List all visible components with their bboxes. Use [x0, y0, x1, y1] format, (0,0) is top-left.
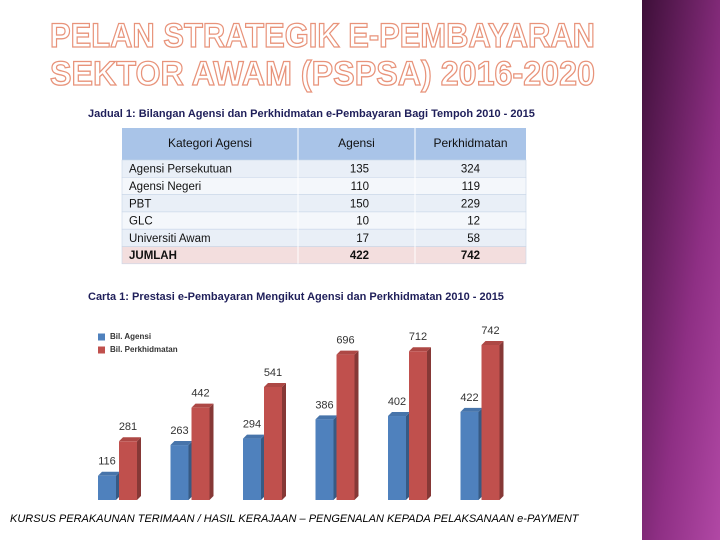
- table-cell: 229: [461, 198, 480, 210]
- table-cell: 150: [350, 198, 369, 210]
- table-cell: PBT: [129, 198, 151, 210]
- data-label: 422: [460, 392, 478, 404]
- bar: [460, 411, 479, 500]
- bar-top: [336, 350, 359, 355]
- bar: [264, 386, 282, 500]
- data-label: 712: [409, 331, 427, 343]
- bar: [336, 354, 355, 500]
- table-cell: 422: [350, 250, 369, 262]
- table-cell: Agensi Negeri: [129, 181, 201, 193]
- bar-top: [481, 341, 504, 345]
- bar-top: [315, 415, 338, 420]
- legend-label: Bil. Perkhidmatan: [110, 345, 178, 354]
- bar-top: [264, 382, 286, 387]
- data-label: 541: [264, 367, 282, 379]
- title-line: SEKTOR AWAM (PSPSA) 2016-2020: [50, 55, 595, 93]
- column-header: Kategori Agensi: [168, 136, 252, 150]
- footer: KURSUS PERAKAUNAN TERIMAAN / HASIL KERAJ…: [10, 513, 580, 525]
- bar-top: [243, 434, 265, 439]
- bar-side: [354, 350, 359, 500]
- legend-swatch: [98, 333, 105, 341]
- bar-side: [282, 382, 286, 500]
- bar-top: [170, 441, 193, 446]
- table-cell: 324: [461, 164, 481, 176]
- bar-top: [191, 403, 214, 408]
- column-header: Perkhidmatan: [433, 136, 507, 150]
- table-cell: 110: [351, 181, 369, 193]
- table-cell: 12: [467, 216, 480, 228]
- table-cell: GLC: [129, 216, 153, 228]
- bar-top: [119, 437, 141, 442]
- data-label: 281: [119, 421, 137, 433]
- bar: [481, 345, 500, 500]
- data-label: 263: [170, 425, 188, 437]
- bar-side: [209, 403, 214, 500]
- side-strip: [642, 0, 720, 540]
- bar: [98, 475, 116, 500]
- bar-top: [98, 471, 120, 476]
- table-header-bg: [122, 128, 526, 160]
- data-label: 386: [315, 399, 333, 411]
- title-line: PELAN STRATEGIK E-PEMBAYARAN: [50, 17, 595, 55]
- table-cell: 135: [350, 164, 369, 176]
- bar: [191, 407, 210, 500]
- chart-title: Carta 1: Prestasi e-Pembayaran Mengikut …: [88, 291, 504, 303]
- table-row-bg: [121, 211, 527, 230]
- table-cell: Agensi Persekutuan: [129, 164, 232, 176]
- data-label: 116: [98, 456, 116, 468]
- column-header: Agensi: [338, 136, 375, 150]
- data-label: 442: [191, 388, 209, 400]
- bar-top: [460, 407, 483, 412]
- data-label: 294: [243, 418, 261, 430]
- bar: [409, 351, 427, 500]
- table-cell: 17: [356, 233, 369, 245]
- table-cell: 742: [461, 250, 480, 262]
- bar-side: [427, 347, 431, 500]
- table-cell: 119: [462, 181, 480, 193]
- table-cell: JUMLAH: [129, 250, 177, 262]
- bar-top: [409, 347, 431, 352]
- data-label: 696: [336, 335, 354, 347]
- table-cell: Universiti Awam: [129, 233, 211, 245]
- bar: [119, 441, 137, 500]
- legend-label: Bil. Agensi: [110, 332, 151, 341]
- bar: [315, 419, 334, 500]
- bar: [243, 438, 261, 500]
- table-row-bg: [121, 246, 527, 265]
- bar-top: [388, 412, 410, 417]
- bar-side: [499, 341, 504, 500]
- table-cell: 10: [356, 216, 369, 228]
- legend-swatch: [98, 346, 105, 354]
- data-label: 402: [388, 396, 406, 408]
- bar: [388, 416, 406, 500]
- data-label: 742: [481, 325, 499, 337]
- bar: [170, 445, 189, 500]
- table-caption: Jadual 1: Bilangan Agensi dan Perkhidmat…: [88, 108, 535, 120]
- table-cell: 58: [467, 233, 480, 245]
- bar-side: [137, 437, 141, 500]
